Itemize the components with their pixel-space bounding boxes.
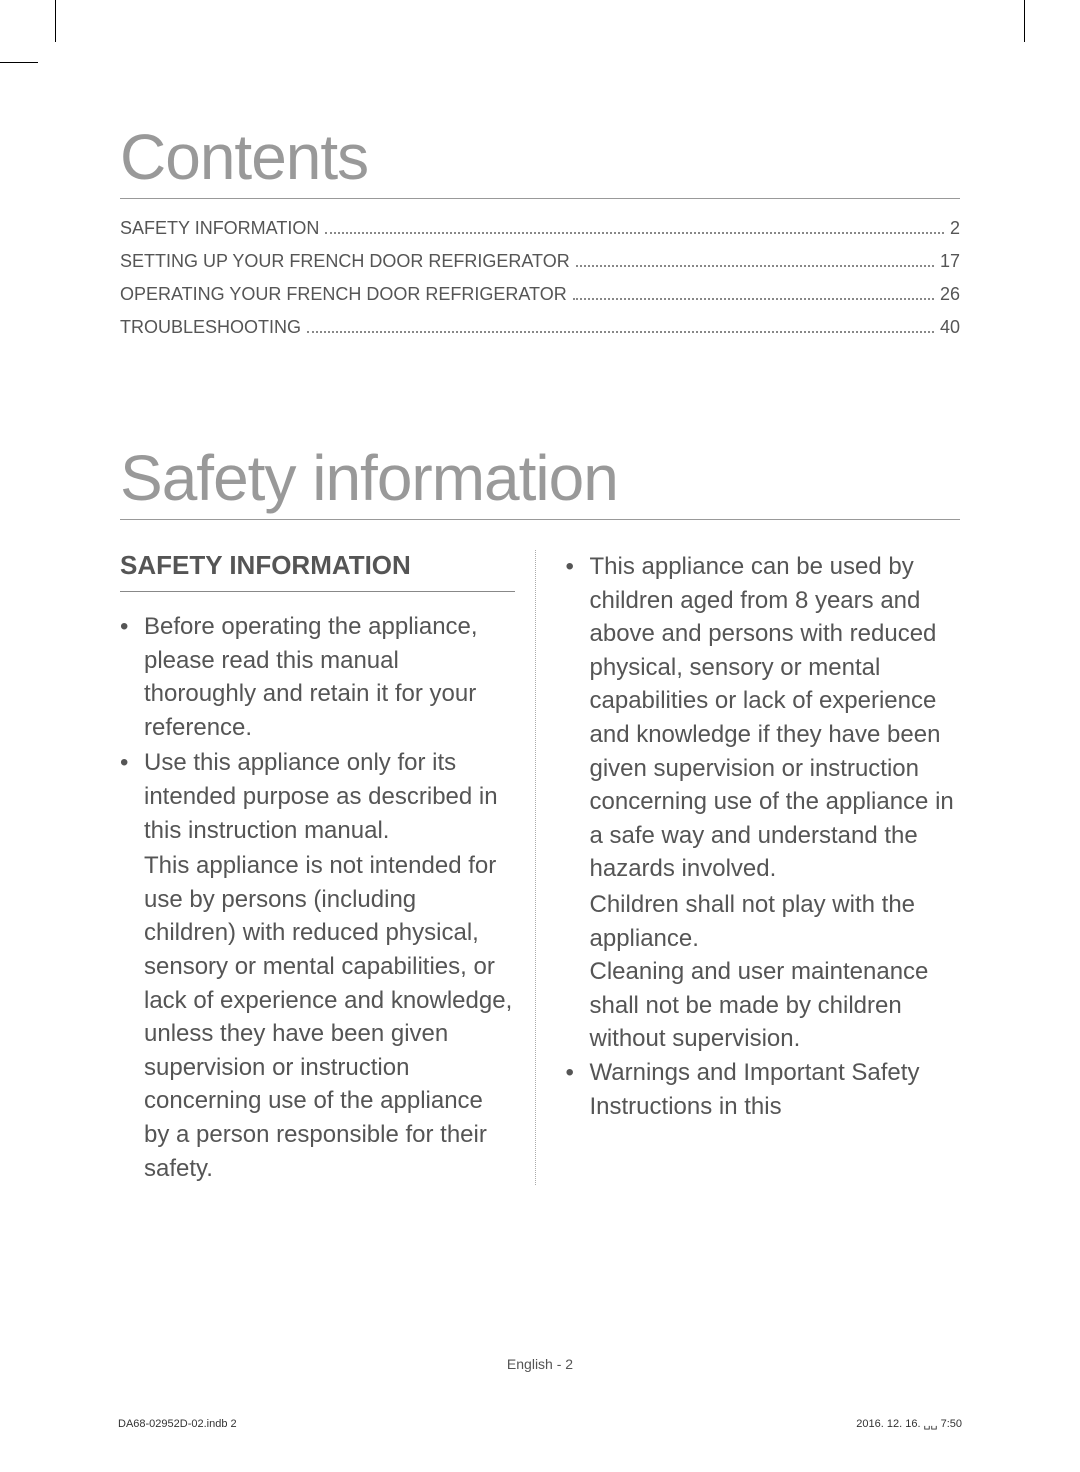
right-column: • This appliance can be used by children… [566, 550, 961, 1185]
toc-row: TROUBLESHOOTING 40 [120, 314, 960, 341]
bullet-icon: • [566, 550, 590, 886]
bullet-item: • This appliance can be used by children… [566, 550, 961, 886]
toc-row: OPERATING YOUR FRENCH DOOR REFRIGERATOR … [120, 281, 960, 308]
two-column-layout: SAFETY INFORMATION • Before operating th… [120, 550, 960, 1185]
bullet-text: Before operating the appliance, please r… [144, 610, 515, 744]
contents-heading: Contents [120, 120, 960, 199]
safety-info-subheading: SAFETY INFORMATION [120, 550, 515, 592]
left-column: SAFETY INFORMATION • Before operating th… [120, 550, 536, 1185]
page-content: Contents SAFETY INFORMATION 2 SETTING UP… [0, 0, 1080, 1225]
toc-page: 26 [940, 281, 960, 308]
footer-timestamp: 2016. 12. 16. ␣␣ 7:50 [856, 1417, 962, 1430]
bullet-item: • Before operating the appliance, please… [120, 610, 515, 744]
toc-dots [573, 298, 934, 300]
toc-dots [325, 232, 944, 234]
toc-title: SAFETY INFORMATION [120, 215, 319, 242]
continuation-text: Cleaning and user maintenance shall not … [566, 955, 961, 1056]
safety-info-heading: Safety information [120, 441, 960, 520]
bullet-item: • Warnings and Important Safety Instruct… [566, 1056, 961, 1123]
bullet-item: • Use this appliance only for its intend… [120, 746, 515, 847]
toc-dots [307, 331, 934, 333]
bullet-icon: • [120, 746, 144, 847]
crop-mark [0, 62, 38, 63]
bullet-text: Use this appliance only for its intended… [144, 746, 515, 847]
crop-mark [55, 0, 56, 42]
continuation-text: This appliance is not intended for use b… [120, 849, 515, 1185]
bullet-icon: • [120, 610, 144, 744]
bullet-icon: • [566, 1056, 590, 1123]
bullet-text: This appliance can be used by children a… [590, 550, 961, 886]
bullet-text: Warnings and Important Safety Instructio… [590, 1056, 961, 1123]
toc-row: SAFETY INFORMATION 2 [120, 215, 960, 242]
footer-doc-id: DA68-02952D-02.indb 2 [118, 1418, 237, 1430]
footer-page-number: English - 2 [0, 1356, 1080, 1372]
toc-dots [576, 265, 934, 267]
crop-mark [1024, 0, 1025, 42]
continuation-text: Children shall not play with the applian… [566, 888, 961, 955]
table-of-contents: SAFETY INFORMATION 2 SETTING UP YOUR FRE… [120, 215, 960, 341]
toc-page: 40 [940, 314, 960, 341]
toc-title: TROUBLESHOOTING [120, 314, 301, 341]
toc-page: 17 [940, 248, 960, 275]
toc-row: SETTING UP YOUR FRENCH DOOR REFRIGERATOR… [120, 248, 960, 275]
toc-title: SETTING UP YOUR FRENCH DOOR REFRIGERATOR [120, 248, 570, 275]
toc-page: 2 [950, 215, 960, 242]
toc-title: OPERATING YOUR FRENCH DOOR REFRIGERATOR [120, 281, 567, 308]
